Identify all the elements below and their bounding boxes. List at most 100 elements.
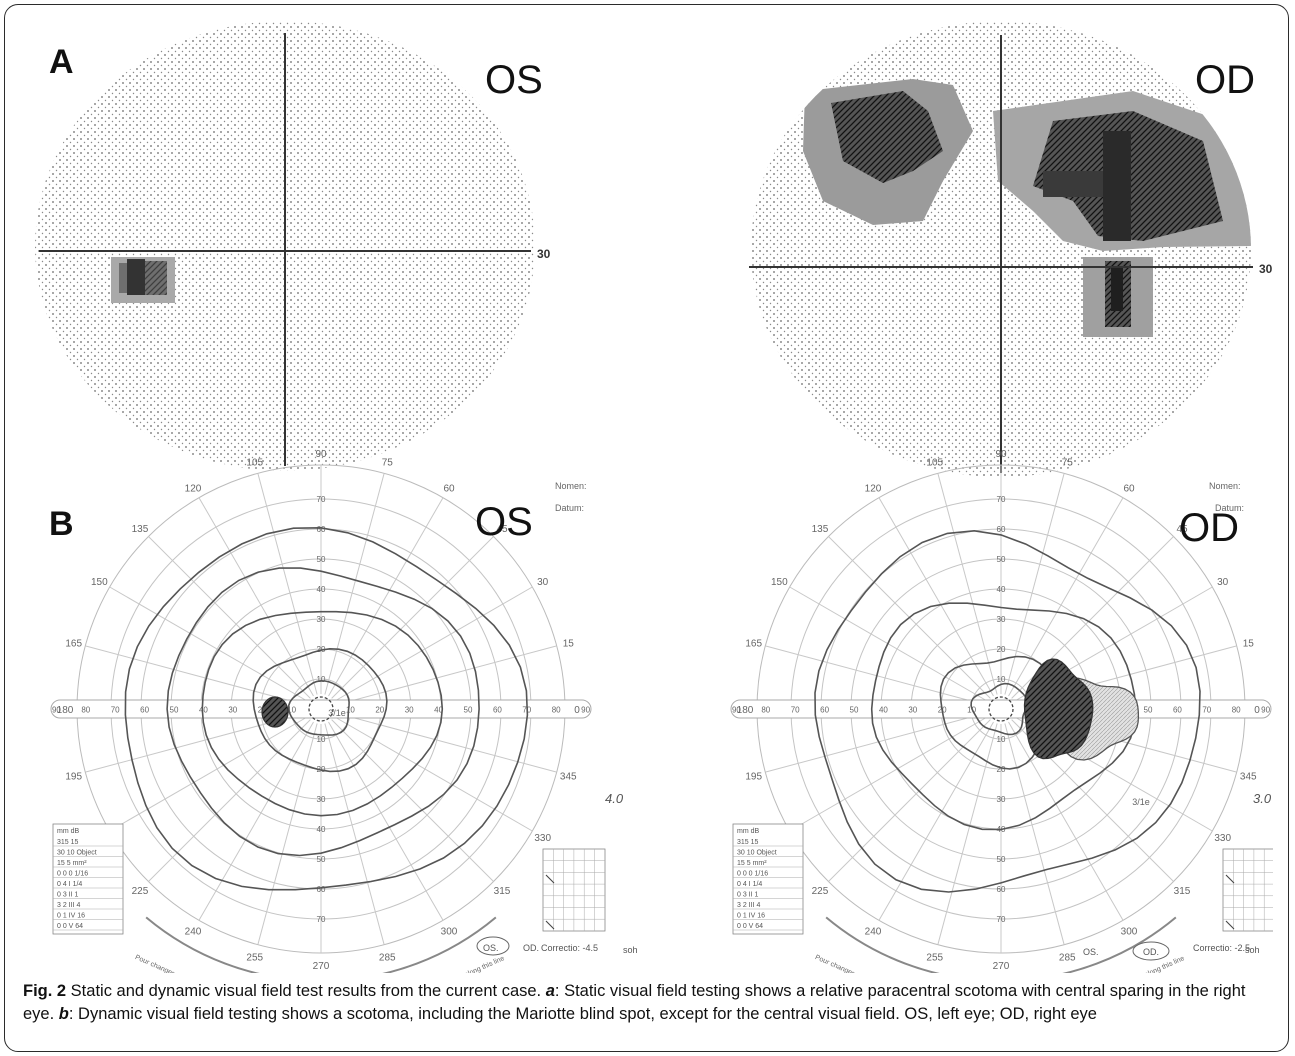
h-scale-label: 70 bbox=[791, 706, 800, 715]
handwritten-right: 3.0 bbox=[1253, 791, 1272, 806]
h-scale-label: 80 bbox=[552, 706, 561, 715]
angle-label: 75 bbox=[382, 458, 394, 469]
spoke bbox=[937, 473, 998, 695]
isopter-label-left: 3/1e bbox=[328, 708, 346, 718]
radial-label: 40 bbox=[317, 825, 326, 834]
radial-label: 10 bbox=[997, 735, 1006, 744]
stimulus-table-header: mm dB bbox=[737, 828, 760, 835]
angle-label: 150 bbox=[771, 577, 788, 588]
caption-a-text: : Static visual field testing shows a re… bbox=[23, 982, 1246, 1023]
h-scale-label: 60 bbox=[140, 706, 149, 715]
h-scale-label: 60 bbox=[493, 706, 502, 715]
radial-label: 60 bbox=[317, 525, 326, 534]
angle-label: 15 bbox=[563, 639, 575, 650]
panel-a-left-static-field bbox=[35, 21, 535, 471]
radial-label: 30 bbox=[317, 615, 326, 624]
radial-label: 20 bbox=[997, 765, 1006, 774]
spoke bbox=[878, 721, 994, 921]
h-scale-label: 80 bbox=[81, 706, 90, 715]
stimulus-table-row: 0 0 0 1/16 bbox=[737, 871, 768, 878]
angle-label: 45 bbox=[1176, 524, 1188, 535]
object-grid-frame bbox=[1222, 848, 1286, 932]
spoke bbox=[1004, 473, 1065, 695]
angle-label: 300 bbox=[441, 927, 458, 938]
figure-frame: A OS OD 30 30 90 80 70 60 50 40 30 20 10 10 20 30 40… bbox=[4, 4, 1289, 1052]
isopter bbox=[252, 647, 388, 773]
isopter bbox=[939, 655, 1064, 770]
angle-label: 120 bbox=[865, 483, 882, 494]
angle-label: 120 bbox=[185, 483, 202, 494]
angle-label: 345 bbox=[560, 771, 577, 782]
h-scale-label: 20 bbox=[375, 706, 384, 715]
stimulus-table-header: mm dB bbox=[57, 828, 80, 835]
spoke bbox=[333, 586, 533, 702]
angle-label: 30 bbox=[1217, 577, 1229, 588]
stimulus-table-row: 30 10 Object bbox=[737, 850, 777, 857]
isopter bbox=[287, 679, 350, 736]
stimulus-table-row: 0 4 I 1/4 bbox=[57, 881, 82, 888]
angle-label: 60 bbox=[1123, 483, 1135, 494]
isopter bbox=[870, 602, 1137, 831]
form-datum-right: Datum: bbox=[1215, 503, 1244, 513]
radial-label: 10 bbox=[317, 675, 326, 684]
blind-spot-scotoma bbox=[261, 696, 289, 728]
angle-label: 195 bbox=[745, 771, 762, 782]
h-scale-label: 50 bbox=[1144, 706, 1153, 715]
radial-label: 20 bbox=[997, 645, 1006, 654]
h-scale-label: 90 bbox=[581, 706, 590, 715]
caption-b-label: b bbox=[58, 1005, 69, 1023]
radial-label: 70 bbox=[997, 495, 1006, 504]
angle-label: 60 bbox=[443, 483, 455, 494]
maker-left: soh bbox=[623, 945, 638, 955]
radial-label: 10 bbox=[317, 735, 326, 744]
h-scale-label: 10 bbox=[346, 706, 355, 715]
h-scale-label: 40 bbox=[434, 706, 443, 715]
angle-label: 165 bbox=[65, 639, 82, 650]
angle-label: 255 bbox=[246, 952, 263, 963]
figure-svg: A OS OD 30 30 90 80 70 60 50 40 30 20 10 10 20 30 40… bbox=[35, 21, 1286, 1021]
horizontal-scale-band bbox=[730, 699, 1272, 719]
eye-os-right-form: OS. bbox=[1083, 947, 1099, 957]
angle-label: 105 bbox=[926, 458, 943, 469]
spoke bbox=[328, 721, 444, 921]
spoke bbox=[148, 536, 311, 699]
angle-label: 90 bbox=[995, 449, 1007, 460]
radial-label: 30 bbox=[997, 615, 1006, 624]
stimulus-table-row: 0 1 IV 16 bbox=[57, 913, 85, 920]
spoke bbox=[789, 586, 989, 702]
stimulus-table-row: 3 2 III 4 bbox=[737, 902, 760, 909]
panel-a-scale-left: 30 bbox=[537, 247, 551, 261]
stimulus-table-frame bbox=[52, 823, 124, 935]
panel-a-right-static-field bbox=[749, 21, 1253, 477]
angle-label: 105 bbox=[246, 458, 263, 469]
isopter-label-right: 3/1e bbox=[1132, 797, 1150, 807]
h-scale-label: 30 bbox=[405, 706, 414, 715]
angle-label: 270 bbox=[313, 961, 330, 972]
figure-caption: Fig. 2 Static and dynamic visual field t… bbox=[23, 980, 1275, 1026]
stimulus-table-row: 0 3 II 1 bbox=[57, 892, 79, 899]
spoke bbox=[257, 723, 318, 945]
caption-b-text: : Dynamic visual field testing shows a s… bbox=[68, 1005, 1097, 1023]
object-grid bbox=[1222, 848, 1286, 932]
spoke bbox=[109, 716, 309, 832]
h-scale-label: 90 bbox=[732, 706, 741, 715]
isopter bbox=[970, 682, 1029, 736]
h-scale-label: 50 bbox=[170, 706, 179, 715]
angle-label: 285 bbox=[379, 952, 396, 963]
grid-marks bbox=[1225, 874, 1235, 930]
spoke bbox=[331, 536, 494, 699]
angle-label: 135 bbox=[812, 524, 829, 535]
stimulus-table-row: 0 0 0 1/16 bbox=[57, 871, 88, 878]
radial-label: 70 bbox=[317, 915, 326, 924]
isopter bbox=[166, 567, 480, 857]
stimulus-table-row: 3 2 III 4 bbox=[57, 902, 80, 909]
correction-right-label: Correctio: -2.5 bbox=[1193, 943, 1250, 953]
spoke bbox=[335, 712, 557, 773]
spoke bbox=[324, 723, 385, 945]
spoke bbox=[328, 497, 444, 697]
angle-label: 150 bbox=[91, 577, 108, 588]
caption-a-label: a bbox=[545, 982, 555, 1000]
central-isopter bbox=[308, 696, 334, 722]
central-isopter bbox=[988, 696, 1014, 722]
spoke bbox=[257, 473, 318, 695]
